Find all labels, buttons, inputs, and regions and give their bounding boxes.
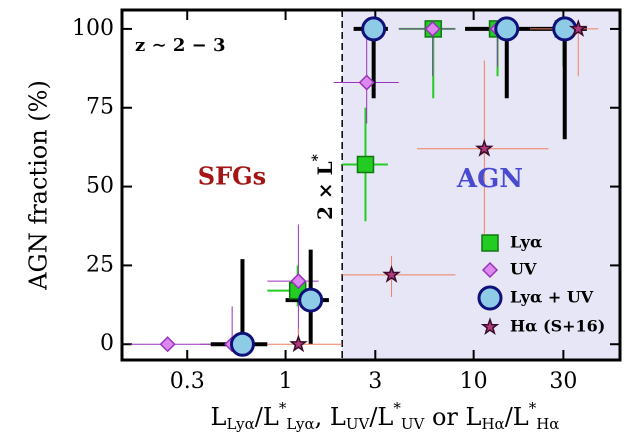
point <box>159 336 176 353</box>
y-tick-label: 0 <box>100 331 114 356</box>
x-axis-label-part: * <box>279 399 287 417</box>
legend-marker <box>477 285 503 311</box>
point <box>494 16 520 42</box>
x-axis-label-part: , L <box>315 403 346 431</box>
x-axis-label-part: UV <box>401 415 426 433</box>
x-axis-label-part: or L <box>424 403 481 431</box>
x-tick-label: 1 <box>279 369 293 394</box>
redshift-label: z ∼ 2 − 3 <box>135 35 226 56</box>
y-tick-label: 75 <box>86 95 114 120</box>
x-axis-label-part: Hα <box>536 415 559 433</box>
divider-label: 2 × L* <box>310 153 337 220</box>
point <box>382 265 401 283</box>
x-axis-label-part: * <box>529 399 537 417</box>
point <box>361 16 387 42</box>
point <box>358 74 375 91</box>
y-axis-label: AGN fraction (%) <box>25 80 53 291</box>
point <box>568 19 588 37</box>
divider-text: 2 × L <box>313 161 337 220</box>
y-tick-label: 25 <box>86 252 114 277</box>
sfg-label: SFGs <box>198 162 266 191</box>
point <box>229 331 255 357</box>
legend-marker <box>481 261 499 279</box>
x-axis-label-part: * <box>393 399 401 417</box>
point <box>290 273 307 290</box>
point <box>552 16 578 42</box>
x-axis-label-part: Lyα <box>286 415 314 433</box>
legend-label: Hα (S+16) <box>510 317 605 336</box>
point <box>298 287 324 313</box>
x-tick-label: 30 <box>549 369 577 394</box>
x-axis-label-part: L <box>211 403 227 431</box>
x-axis-label-part: Lyα <box>226 415 254 433</box>
x-axis-label-part: /L <box>369 403 393 431</box>
y-tick-label: 100 <box>72 16 114 41</box>
legend-label: Lyα + UV <box>510 288 594 307</box>
legend-label: Lyα <box>510 233 542 252</box>
x-tick-label: 10 <box>460 369 488 394</box>
legend-marker <box>480 317 500 335</box>
legend-marker <box>481 234 499 252</box>
divider-sup: * <box>310 153 326 161</box>
x-axis-label-part: /L <box>505 403 529 431</box>
x-axis-label-part: /L <box>255 403 279 431</box>
point <box>289 334 308 353</box>
plot-frame <box>120 8 622 362</box>
y-tick-label: 50 <box>86 174 114 199</box>
x-axis-label-part: UV <box>346 415 371 433</box>
point <box>475 138 494 157</box>
point <box>356 155 375 174</box>
legend-label: UV <box>510 260 537 279</box>
agn-label: AGN <box>456 164 523 194</box>
x-tick-label: 0.3 <box>170 369 205 394</box>
x-axis-label: LLyα/L*Lyα, LUV/L*UV or LHα/L*Hα <box>211 399 560 433</box>
x-tick-label: 3 <box>368 369 382 394</box>
x-axis-label-part: Hα <box>481 415 504 433</box>
point <box>424 20 441 37</box>
